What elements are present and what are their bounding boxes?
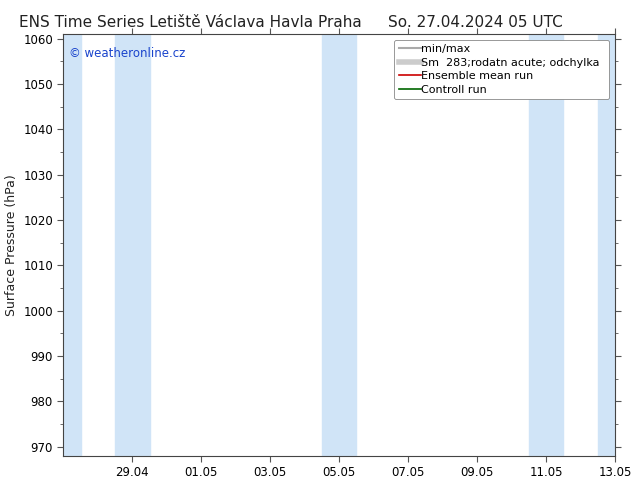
Bar: [63, 34, 81, 456]
Legend: min/max, Sm  283;rodatn acute; odchylka, Ensemble mean run, Controll run: min/max, Sm 283;rodatn acute; odchylka, …: [394, 40, 609, 99]
Text: © weatheronline.cz: © weatheronline.cz: [69, 47, 185, 60]
Text: ENS Time Series Letiště Václava Havla Praha: ENS Time Series Letiště Václava Havla Pr…: [19, 15, 361, 30]
Bar: [115, 34, 150, 456]
Text: So. 27.04.2024 05 UTC: So. 27.04.2024 05 UTC: [388, 15, 563, 30]
Bar: [598, 34, 615, 456]
Bar: [529, 34, 563, 456]
Bar: [322, 34, 356, 456]
Y-axis label: Surface Pressure (hPa): Surface Pressure (hPa): [4, 174, 18, 316]
